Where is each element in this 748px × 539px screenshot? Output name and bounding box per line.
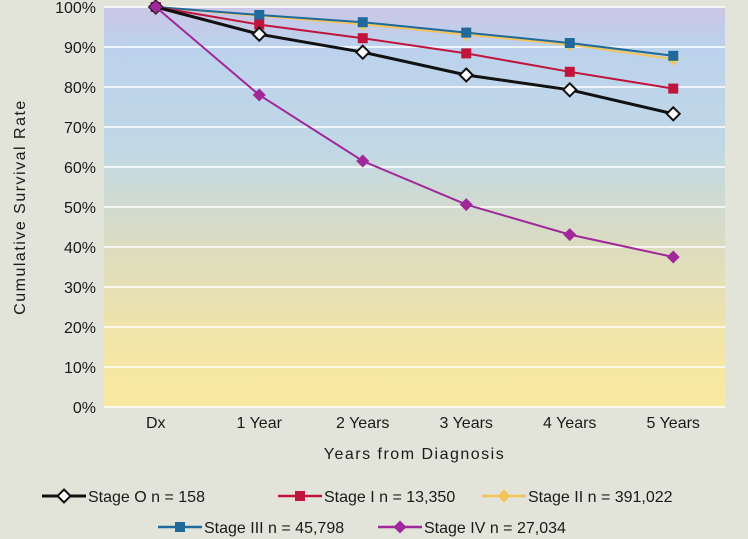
data-point: [149, 0, 163, 14]
data-point: [564, 38, 575, 48]
series-line: [155, 5, 674, 116]
y-tick-label: 20%: [64, 320, 96, 337]
x-tick-label: 1 Year: [237, 415, 283, 432]
data-point: [497, 489, 511, 503]
data-point: [393, 520, 407, 534]
y-tick-label: 80%: [64, 80, 96, 97]
legend-item: Stage IV n = 27,034: [378, 520, 566, 537]
y-tick-label: 0%: [73, 400, 96, 417]
legend-label: Stage O n = 158: [88, 489, 205, 506]
legend-item: Stage II n = 391,022: [482, 489, 673, 506]
series-line: [155, 6, 674, 57]
y-tick-label: 90%: [64, 40, 96, 57]
data-point: [459, 198, 473, 212]
x-tick-label: 3 Years: [440, 415, 493, 432]
data-point: [357, 33, 368, 44]
data-point: [252, 88, 266, 102]
x-axis-title: Years from Diagnosis: [324, 446, 505, 463]
data-point: [175, 522, 185, 532]
data-point: [56, 488, 72, 504]
legend-label: Stage IV n = 27,034: [424, 520, 566, 537]
data-point: [666, 250, 680, 264]
y-tick-label: 60%: [64, 160, 96, 177]
series-line: [155, 6, 674, 90]
x-tick-label: 2 Years: [336, 415, 389, 432]
data-point: [254, 10, 265, 20]
y-tick-label: 30%: [64, 280, 96, 297]
y-tick-label: 10%: [64, 360, 96, 377]
data-point: [356, 154, 370, 168]
series: [147, 0, 682, 264]
legend-item: Stage III n = 45,798: [158, 520, 344, 537]
y-axis-title: Cumulative Survival Rate: [12, 99, 29, 315]
y-tick-label: 100%: [55, 0, 96, 17]
legend-label: Stage II n = 391,022: [528, 489, 673, 506]
data-point: [461, 48, 472, 59]
data-point: [564, 66, 575, 77]
y-axis-ticks: 0% 10% 20% 30% 40% 50% 60% 70% 80% 90% 100%: [55, 0, 96, 417]
data-point: [561, 81, 578, 98]
y-tick-label: 40%: [64, 240, 96, 257]
series-5: [149, 0, 680, 264]
data-point: [665, 105, 682, 122]
x-tick-label: 4 Years: [543, 415, 596, 432]
x-tick-label: 5 Years: [647, 415, 700, 432]
data-point: [461, 27, 472, 38]
legend-item: Stage I n = 13,350: [278, 489, 455, 506]
y-tick-label: 70%: [64, 120, 96, 137]
data-point: [458, 67, 475, 83]
x-tick-label: Dx: [146, 415, 166, 432]
data-point: [563, 228, 577, 242]
y-tick-label: 50%: [64, 200, 96, 217]
legend-item: Stage O n = 158: [42, 488, 205, 506]
data-point: [254, 19, 265, 30]
data-point: [295, 491, 305, 501]
x-axis-ticks: Dx 1 Year 2 Years 3 Years 4 Years 5 Years: [146, 415, 700, 432]
data-point: [357, 17, 368, 28]
gridlines: [104, 6, 725, 408]
data-point: [668, 83, 679, 94]
legend: Stage O n = 158 Stage I n = 13,350 Stage I…: [42, 488, 673, 537]
data-point: [251, 26, 268, 43]
data-point: [668, 50, 679, 61]
data-point: [354, 44, 371, 61]
legend-label: Stage I n = 13,350: [324, 489, 455, 506]
legend-label: Stage III n = 45,798: [204, 520, 344, 537]
series-line: [155, 6, 674, 258]
